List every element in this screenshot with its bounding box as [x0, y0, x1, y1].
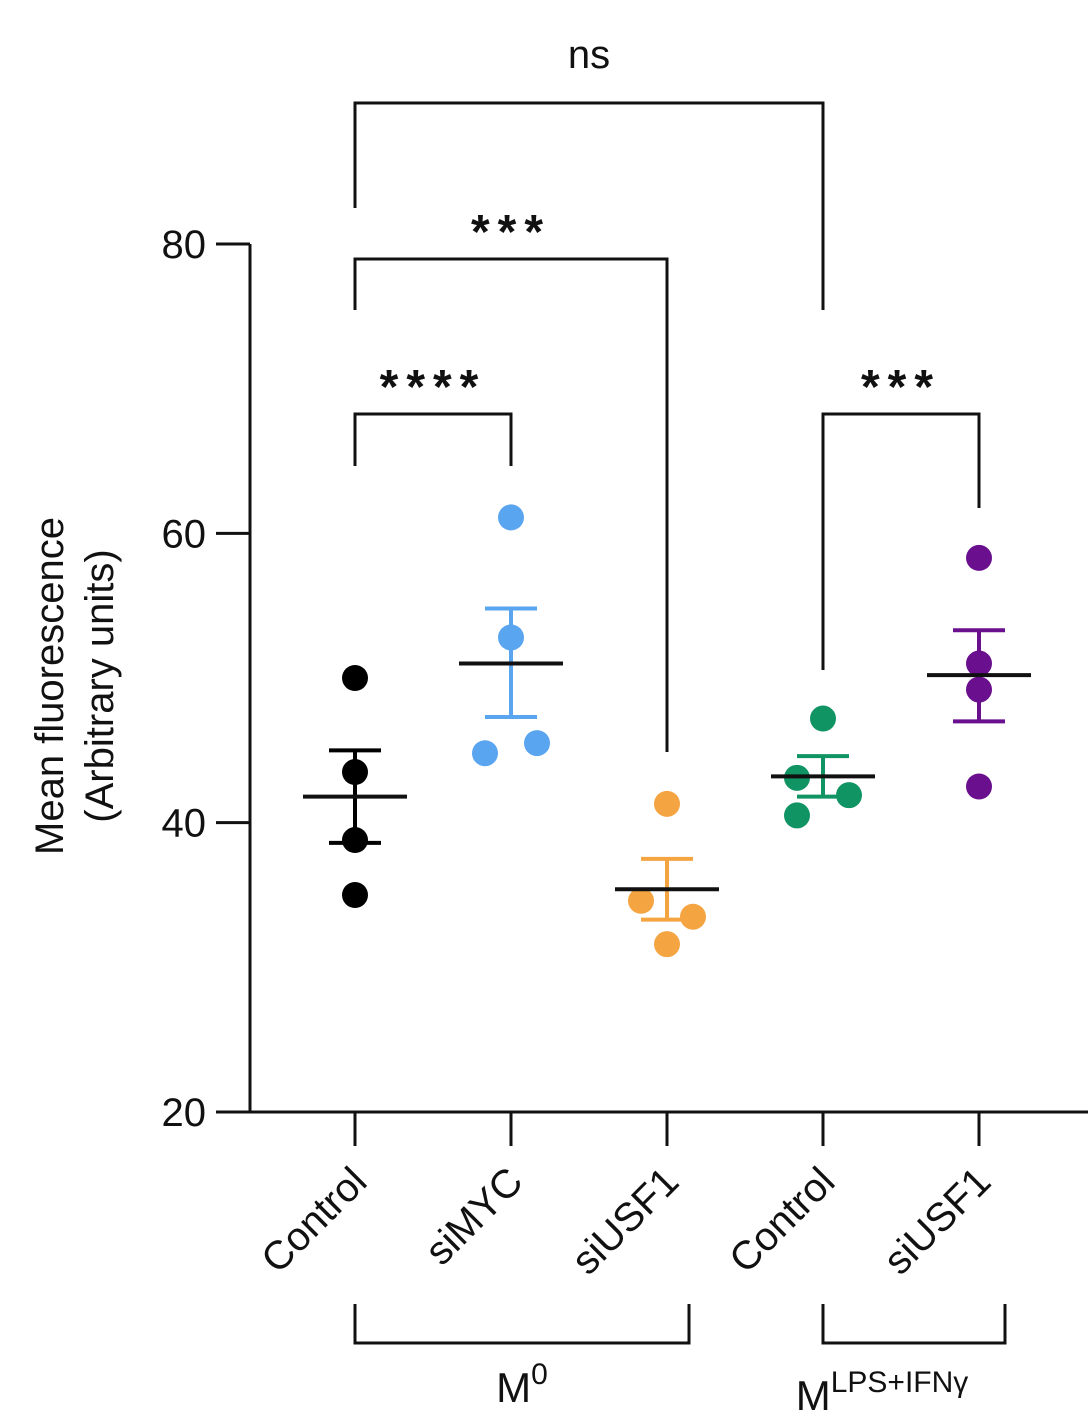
data-point: [498, 504, 524, 531]
y-axis-title-line-1: Mean fluorescence: [28, 517, 72, 855]
group-labels: M0 MLPS+IFNγ: [353, 1304, 1007, 1419]
data-point: [654, 790, 680, 817]
group-bracket: MLPS+IFNγ: [796, 1304, 1007, 1419]
significance-label: ***: [861, 361, 941, 414]
y-tick-label: 80: [162, 223, 207, 267]
series-group: [615, 790, 719, 958]
significance-label: ****: [380, 361, 487, 414]
data-point: [342, 827, 368, 854]
data-point: [472, 740, 498, 767]
data-point: [966, 544, 992, 571]
data-point: [498, 624, 524, 651]
data-point: [524, 730, 550, 757]
significance-label: ns: [568, 33, 610, 77]
group-label: M0: [496, 1358, 548, 1411]
x-category-label: Control: [721, 1159, 843, 1281]
bracket-line: [353, 412, 513, 466]
y-tick-label: 20: [162, 1091, 207, 1135]
data-point: [966, 773, 992, 800]
x-category-label: Control: [253, 1159, 375, 1281]
significance-bracket: ****: [353, 361, 513, 466]
significance-brackets: ns******* ***: [353, 33, 981, 752]
axes: 20 40 60 80: [162, 223, 1088, 1146]
data-point: [966, 676, 992, 703]
data-point: [342, 665, 368, 691]
bracket-line: [353, 101, 825, 310]
data-point: [836, 782, 862, 809]
data-point: [342, 759, 368, 786]
group-bracket-line: [821, 1304, 1007, 1345]
data-point: [966, 650, 992, 677]
data-point: [680, 903, 706, 930]
data-point: [342, 882, 368, 908]
series-group: [771, 705, 875, 829]
group-bracket-line: [353, 1304, 691, 1345]
significance-label: ***: [471, 206, 551, 259]
bracket-line: [353, 257, 669, 752]
significance-bracket: ***: [821, 361, 981, 670]
y-tick-label: 60: [162, 512, 207, 556]
x-category-label: siUSF1: [876, 1159, 1000, 1283]
plot-area: [303, 504, 1031, 958]
y-axis-title-line-2: (Arbitrary units): [78, 549, 122, 822]
data-point: [784, 802, 810, 829]
data-point: [628, 887, 654, 914]
series-group: [459, 504, 563, 767]
group-bracket: M0: [353, 1304, 691, 1411]
series-group: [927, 544, 1031, 800]
data-point: [810, 705, 836, 732]
bracket-line: [821, 412, 981, 670]
group-label: MLPS+IFNγ: [796, 1366, 969, 1419]
significance-bracket: ns: [353, 33, 825, 310]
y-axis-title: Mean fluorescence (Arbitrary units): [28, 517, 122, 855]
series-group: [303, 665, 407, 908]
significance-bracket: ***: [353, 206, 669, 752]
x-category-label: siUSF1: [564, 1159, 688, 1283]
data-point: [654, 931, 680, 958]
y-tick-label: 40: [162, 802, 207, 846]
x-axis-labels: Control siMYC siUSF1 Control siUSF1: [253, 1159, 999, 1283]
x-category-label: siMYC: [417, 1159, 531, 1273]
